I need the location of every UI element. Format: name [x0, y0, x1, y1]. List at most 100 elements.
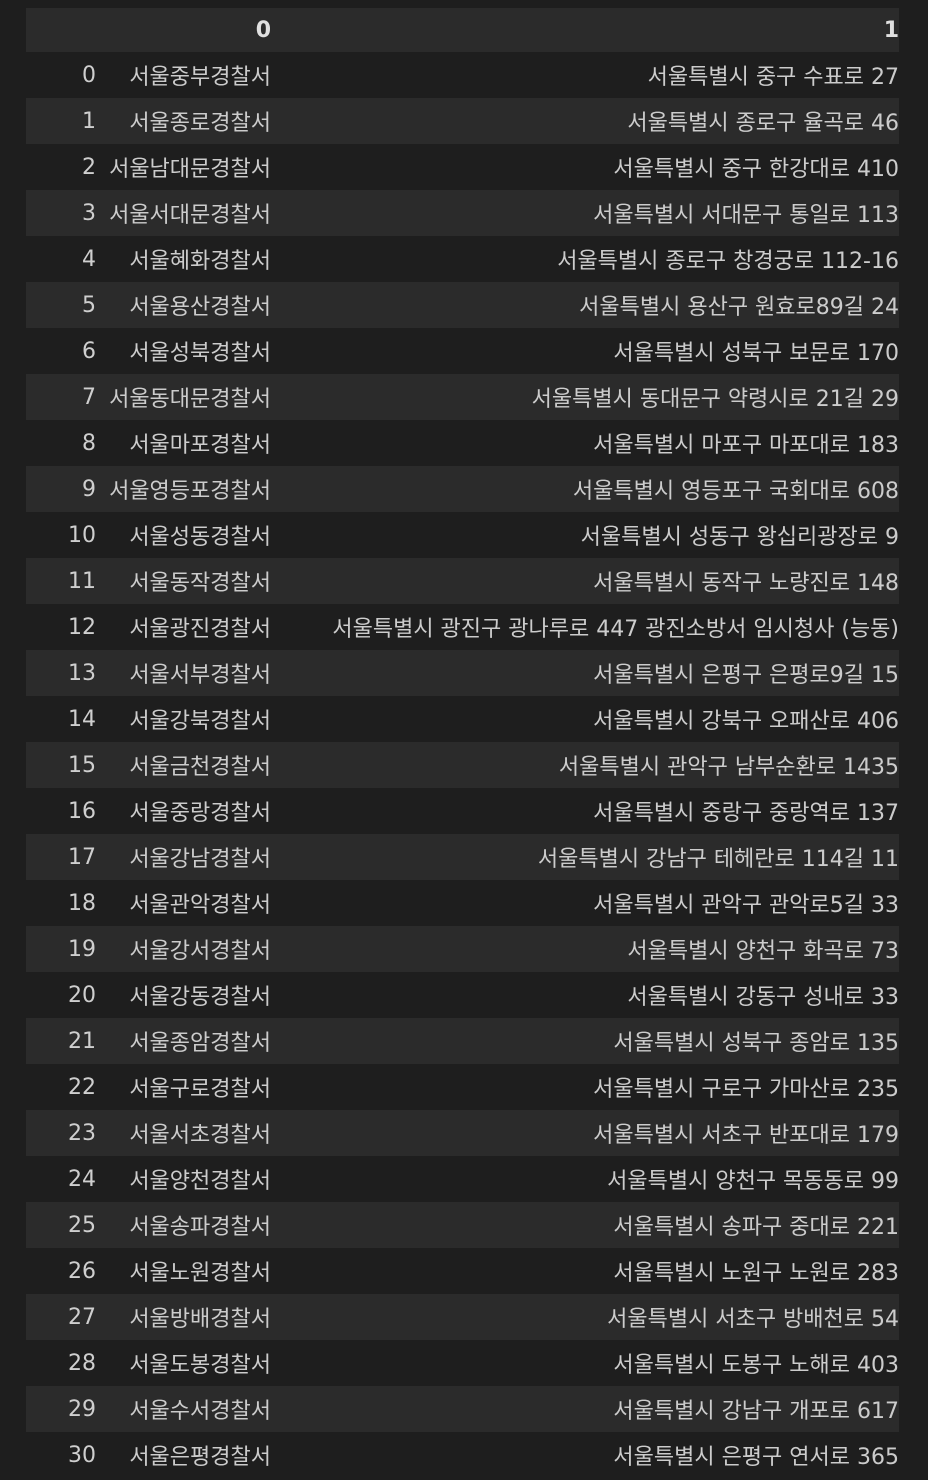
police-station-address: 서울특별시 강남구 테헤란로 114길 11 — [537, 847, 899, 872]
row-index: 13 — [68, 660, 96, 686]
police-station-name: 서울중부경찰서 — [129, 65, 271, 90]
row-index: 25 — [68, 1212, 96, 1238]
row-index: 26 — [68, 1258, 96, 1284]
police-station-address: 서울특별시 강동구 성내로 33 — [627, 985, 899, 1010]
police-station-address: 서울특별시 양천구 화곡로 73 — [627, 939, 899, 964]
police-station-name: 서울금천경찰서 — [129, 755, 271, 780]
row-index: 4 — [82, 246, 96, 272]
table-row: 2 서울남대문경찰서 서울특별시 중구 한강대로 410 — [26, 144, 899, 190]
column-header-0: 0 — [96, 8, 271, 52]
row-index: 23 — [68, 1120, 96, 1146]
police-station-address: 서울특별시 은평구 은평로9길 15 — [593, 663, 899, 688]
table-row: 12 서울광진경찰서 서울특별시 광진구 광나루로 447 광진소방서 임시청사 (… — [26, 604, 899, 650]
police-station-name: 서울구로경찰서 — [129, 1077, 271, 1102]
table-row: 21 서울종암경찰서 서울특별시 성북구 종암로 135 — [26, 1018, 899, 1064]
table-row: 28 서울도봉경찰서 서울특별시 도봉구 노해로 403 — [26, 1340, 899, 1386]
police-station-address: 서울특별시 동작구 노량진로 148 — [593, 571, 899, 596]
police-station-address: 서울특별시 광진구 광나루로 447 광진소방서 임시청사 (능동) — [332, 617, 899, 642]
table-row: 24 서울양천경찰서 서울특별시 양천구 목동동로 99 — [26, 1156, 899, 1202]
police-station-address: 서울특별시 동대문구 약령시로 21길 29 — [531, 387, 899, 412]
police-station-address: 서울특별시 양천구 목동동로 99 — [607, 1169, 899, 1194]
police-station-name: 서울수서경찰서 — [129, 1399, 271, 1424]
police-station-name: 서울관악경찰서 — [129, 893, 271, 918]
table-row: 19 서울강서경찰서 서울특별시 양천구 화곡로 73 — [26, 926, 899, 972]
table-row: 26 서울노원경찰서 서울특별시 노원구 노원로 283 — [26, 1248, 899, 1294]
police-station-address: 서울특별시 강북구 오패산로 406 — [593, 709, 899, 734]
table-row: 23 서울서초경찰서 서울특별시 서초구 반포대로 179 — [26, 1110, 899, 1156]
table-row: 22 서울구로경찰서 서울특별시 구로구 가마산로 235 — [26, 1064, 899, 1110]
row-index: 27 — [68, 1304, 96, 1330]
row-index: 30 — [68, 1442, 96, 1468]
row-index: 3 — [82, 200, 96, 226]
police-station-address: 서울특별시 마포구 마포대로 183 — [593, 433, 899, 458]
police-station-name: 서울방배경찰서 — [129, 1307, 271, 1332]
table-row: 15 서울금천경찰서 서울특별시 관악구 남부순환로 1435 — [26, 742, 899, 788]
table-row: 11 서울동작경찰서 서울특별시 동작구 노량진로 148 — [26, 558, 899, 604]
row-index: 6 — [82, 338, 96, 364]
police-station-name: 서울마포경찰서 — [129, 433, 271, 458]
dataframe-table: 0 1 0 서울중부경찰서 서울특별시 중구 수표로 27 1 서울종로경찰서 서울특별시… — [26, 8, 899, 1478]
police-station-address: 서울특별시 구로구 가마산로 235 — [593, 1077, 899, 1102]
police-station-address: 서울특별시 도봉구 노해로 403 — [613, 1353, 899, 1378]
police-station-name: 서울은평경찰서 — [129, 1445, 271, 1470]
police-station-name: 서울성동경찰서 — [129, 525, 271, 550]
row-index: 8 — [82, 430, 96, 456]
police-station-address: 서울특별시 종로구 율곡로 46 — [627, 111, 899, 136]
police-station-address: 서울특별시 중구 한강대로 410 — [613, 157, 899, 182]
table-row: 6 서울성북경찰서 서울특별시 성북구 보문로 170 — [26, 328, 899, 374]
police-station-name: 서울강남경찰서 — [129, 847, 271, 872]
police-station-address: 서울특별시 서초구 방배천로 54 — [607, 1307, 899, 1332]
police-station-address: 서울특별시 중구 수표로 27 — [647, 65, 899, 90]
police-station-name: 서울서부경찰서 — [129, 663, 271, 688]
table-row: 7 서울동대문경찰서 서울특별시 동대문구 약령시로 21길 29 — [26, 374, 899, 420]
row-index: 15 — [68, 752, 96, 778]
police-station-name: 서울서대문경찰서 — [109, 203, 271, 228]
police-station-address: 서울특별시 용산구 원효로89길 24 — [579, 295, 899, 320]
table-row: 3 서울서대문경찰서 서울특별시 서대문구 통일로 113 — [26, 190, 899, 236]
table-row: 10 서울성동경찰서 서울특별시 성동구 왕십리광장로 9 — [26, 512, 899, 558]
police-station-address: 서울특별시 노원구 노원로 283 — [613, 1261, 899, 1286]
row-index: 0 — [82, 62, 96, 88]
row-index: 22 — [68, 1074, 96, 1100]
police-station-address: 서울특별시 영등포구 국회대로 608 — [572, 479, 899, 504]
police-station-address: 서울특별시 은평구 연서로 365 — [613, 1445, 899, 1470]
police-station-address: 서울특별시 송파구 중대로 221 — [613, 1215, 899, 1240]
index-header — [26, 8, 96, 52]
police-station-name: 서울도봉경찰서 — [129, 1353, 271, 1378]
police-station-name: 서울양천경찰서 — [129, 1169, 271, 1194]
police-station-address: 서울특별시 관악구 남부순환로 1435 — [558, 755, 899, 780]
table-header: 0 1 — [26, 8, 899, 52]
table-row: 9 서울영등포경찰서 서울특별시 영등포구 국회대로 608 — [26, 466, 899, 512]
police-station-name: 서울노원경찰서 — [129, 1261, 271, 1286]
police-station-address: 서울특별시 종로구 창경궁로 112-16 — [557, 249, 899, 274]
police-station-name: 서울용산경찰서 — [129, 295, 271, 320]
column-header-1: 1 — [271, 8, 899, 52]
row-index: 16 — [68, 798, 96, 824]
table-row: 8 서울마포경찰서 서울특별시 마포구 마포대로 183 — [26, 420, 899, 466]
table-row: 25 서울송파경찰서 서울특별시 송파구 중대로 221 — [26, 1202, 899, 1248]
header-row: 0 1 — [26, 8, 899, 52]
table-row: 20 서울강동경찰서 서울특별시 강동구 성내로 33 — [26, 972, 899, 1018]
row-index: 12 — [68, 614, 96, 640]
row-index: 11 — [68, 568, 96, 594]
row-index: 17 — [68, 844, 96, 870]
row-index: 1 — [82, 108, 96, 134]
police-station-name: 서울혜화경찰서 — [129, 249, 271, 274]
row-index: 28 — [68, 1350, 96, 1376]
table-row: 29 서울수서경찰서 서울특별시 강남구 개포로 617 — [26, 1386, 899, 1432]
table-row: 1 서울종로경찰서 서울특별시 종로구 율곡로 46 — [26, 98, 899, 144]
police-station-name: 서울동대문경찰서 — [109, 387, 271, 412]
table-row: 27 서울방배경찰서 서울특별시 서초구 방배천로 54 — [26, 1294, 899, 1340]
police-station-address: 서울특별시 관악구 관악로5길 33 — [593, 893, 899, 918]
table-body: 0 서울중부경찰서 서울특별시 중구 수표로 27 1 서울종로경찰서 서울특별시 종로구… — [26, 52, 899, 1478]
row-index: 24 — [68, 1166, 96, 1192]
row-index: 5 — [82, 292, 96, 318]
police-station-name: 서울강동경찰서 — [129, 985, 271, 1010]
police-station-address: 서울특별시 서초구 반포대로 179 — [593, 1123, 899, 1148]
row-index: 18 — [68, 890, 96, 916]
row-index: 2 — [82, 154, 96, 180]
police-station-name: 서울송파경찰서 — [129, 1215, 271, 1240]
police-station-name: 서울남대문경찰서 — [109, 157, 271, 182]
police-station-name: 서울강서경찰서 — [129, 939, 271, 964]
table-row: 4 서울혜화경찰서 서울특별시 종로구 창경궁로 112-16 — [26, 236, 899, 282]
